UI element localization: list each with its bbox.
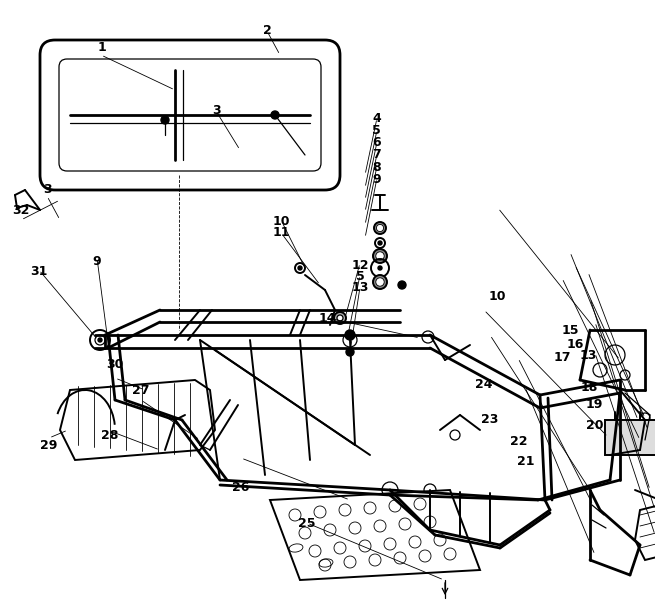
Text: 29: 29	[41, 439, 58, 453]
Circle shape	[378, 241, 382, 245]
Text: 7: 7	[372, 148, 381, 162]
Text: 13: 13	[580, 349, 597, 362]
Circle shape	[334, 312, 346, 324]
Text: 10: 10	[273, 215, 290, 228]
Text: 5: 5	[372, 124, 381, 137]
Text: 8: 8	[372, 161, 381, 174]
Text: 3: 3	[212, 104, 221, 117]
Text: 31: 31	[31, 265, 48, 279]
Text: 17: 17	[553, 351, 571, 365]
Text: 10: 10	[489, 290, 506, 303]
Circle shape	[271, 111, 279, 119]
Text: 14: 14	[319, 312, 336, 325]
Polygon shape	[60, 380, 215, 460]
Text: 3: 3	[43, 183, 52, 196]
Text: 25: 25	[298, 517, 315, 531]
Text: 30: 30	[106, 357, 123, 371]
Text: 20: 20	[586, 419, 603, 432]
Circle shape	[398, 281, 406, 289]
Text: 5: 5	[356, 270, 365, 284]
Circle shape	[337, 315, 343, 321]
Text: 9: 9	[92, 255, 102, 268]
Text: 24: 24	[475, 378, 492, 391]
Text: 18: 18	[581, 381, 598, 394]
Text: 2: 2	[263, 24, 272, 38]
Circle shape	[373, 275, 387, 289]
Text: 15: 15	[561, 324, 578, 338]
Text: 32: 32	[12, 204, 29, 217]
Text: 23: 23	[481, 413, 498, 426]
Text: 16: 16	[567, 338, 584, 351]
Circle shape	[298, 266, 302, 270]
Text: 6: 6	[372, 136, 381, 149]
Circle shape	[376, 278, 384, 286]
Text: 4: 4	[372, 111, 381, 125]
Bar	[605, 420, 655, 455]
Text: 27: 27	[132, 384, 149, 397]
Text: 26: 26	[233, 480, 250, 494]
Circle shape	[346, 348, 354, 356]
Text: 22: 22	[510, 435, 527, 448]
Text: 1: 1	[97, 41, 106, 55]
Text: 12: 12	[352, 259, 369, 272]
Circle shape	[376, 252, 384, 260]
Circle shape	[98, 338, 102, 342]
Text: 13: 13	[352, 281, 369, 295]
Polygon shape	[635, 505, 655, 560]
Circle shape	[373, 249, 387, 263]
Polygon shape	[270, 490, 480, 580]
Text: 28: 28	[102, 429, 119, 442]
FancyBboxPatch shape	[59, 59, 321, 171]
Circle shape	[161, 116, 169, 124]
Circle shape	[646, 428, 650, 432]
Circle shape	[377, 224, 384, 232]
Text: 11: 11	[273, 226, 290, 239]
Text: 9: 9	[372, 173, 381, 186]
Circle shape	[374, 222, 386, 234]
Text: 19: 19	[586, 398, 603, 411]
Text: 21: 21	[517, 454, 534, 468]
Circle shape	[378, 266, 382, 270]
Circle shape	[345, 330, 355, 340]
